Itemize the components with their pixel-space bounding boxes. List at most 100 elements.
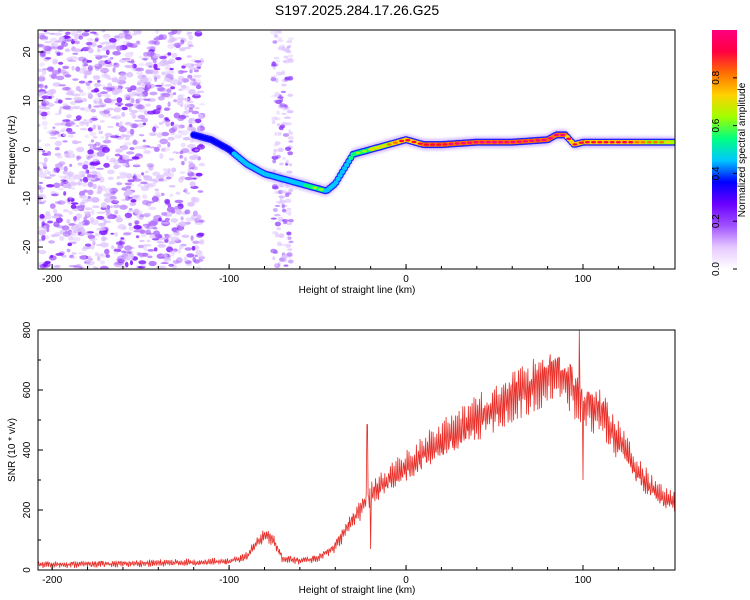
signal-peak [411,140,417,144]
noise-speckle [180,37,187,43]
noise-speckle [286,40,293,43]
noise-speckle [43,157,48,163]
noise-speckle [148,206,157,211]
noise-speckle [153,247,158,252]
noise-speckle [128,226,134,231]
noise-speckle [287,218,294,223]
chart-title: S197.2025.284.17.26.G25 [275,2,439,18]
noise-speckle [142,244,152,247]
noise-speckle [62,65,70,70]
noise-speckle [62,180,69,185]
noise-speckle [62,231,71,237]
noise-speckle [59,235,65,241]
noise-speckle [152,126,157,133]
noise-speckle [43,52,51,55]
noise-speckle [124,212,133,218]
noise-speckle [44,85,48,89]
noise-speckle [185,261,193,266]
noise-speckle [137,183,142,188]
noise-speckle [73,48,81,53]
noise-speckle [161,253,169,258]
noise-speckle [270,217,277,220]
noise-speckle [39,214,45,219]
noise-speckle [98,130,104,135]
noise-speckle [73,38,78,41]
noise-speckle [90,108,97,113]
noise-speckle [94,63,100,67]
noise-speckle [162,168,169,171]
noise-speckle [68,181,78,186]
noise-speckle [184,157,187,162]
noise-speckle [277,132,282,136]
noise-speckle [123,40,128,46]
noise-speckle [128,222,132,227]
noise-speckle [197,156,201,161]
noise-speckle [287,248,293,252]
noise-speckle [128,105,132,112]
noise-speckle [58,84,67,87]
noise-speckle [183,256,188,262]
noise-speckle [153,40,160,46]
colorbar-label: Normalized spectral amplitude [737,82,748,217]
noise-speckle [160,82,164,86]
noise-speckle [187,44,194,48]
noise-speckle [192,240,200,244]
signal-peak [405,139,411,142]
noise-speckle [40,50,47,54]
snr-y-ticks: 0 200 400 600 800 [22,321,43,573]
noise-speckle [180,85,187,88]
noise-speckle [173,92,177,96]
noise-speckle [129,112,136,116]
signal-peak [622,141,628,144]
snr-y-tick-label: 0 [22,567,33,573]
noise-speckle [184,247,192,251]
noise-speckle [158,55,167,60]
noise-speckle [288,132,294,135]
noise-speckle [165,176,172,180]
noise-speckle [54,201,63,205]
noise-speckle [192,256,196,263]
noise-speckle [121,187,127,191]
signal-peak [510,140,516,144]
noise-speckle [131,156,140,160]
noise-speckle [89,146,95,150]
noise-speckle [46,89,55,96]
noise-speckle [288,129,292,134]
noise-speckle [284,76,288,82]
signal-peak [553,133,559,137]
noise-speckle [100,91,108,95]
noise-speckle [71,139,78,145]
noise-speckle [198,162,206,167]
noise-speckle [41,70,47,75]
noise-speckle [129,208,133,211]
noise-speckle [72,154,76,158]
noise-speckle [93,100,97,104]
noise-speckle [181,148,190,154]
noise-speckle [113,62,118,66]
noise-speckle [103,109,110,115]
noise-speckle [148,65,153,68]
noise-speckle [86,85,92,90]
signal-peak [516,140,522,143]
noise-speckle [175,37,184,40]
noise-speckle [94,66,100,71]
noise-speckle [188,34,193,41]
noise-speckle [115,137,124,140]
noise-speckle [85,81,91,87]
noise-speckle [89,166,96,170]
signal-peak [461,141,467,145]
noise-speckle [86,157,91,160]
noise-speckle [168,240,176,245]
noise-speckle [53,182,61,189]
noise-speckle [102,108,109,114]
noise-speckle [62,103,68,107]
noise-speckle [57,99,63,104]
noise-speckle [145,229,151,235]
signal-peak [417,142,423,145]
noise-speckle [89,31,97,34]
noise-speckle [183,110,191,114]
noise-speckle [105,49,110,56]
noise-speckle [130,51,134,55]
noise-speckle [280,124,286,129]
noise-speckle [142,139,146,143]
